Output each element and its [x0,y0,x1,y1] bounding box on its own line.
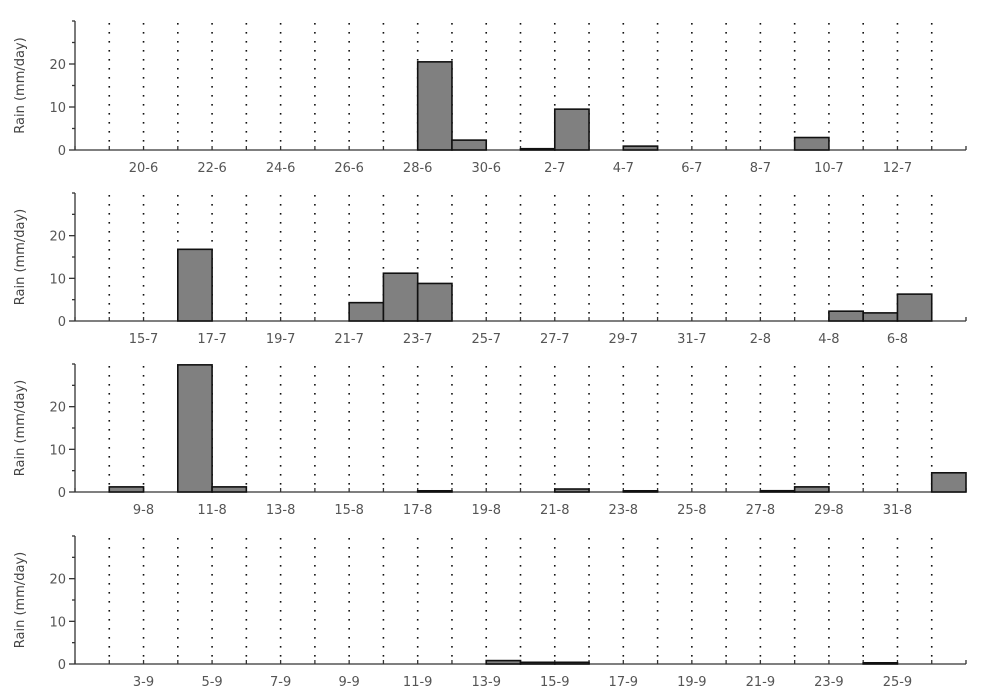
x-tick-label: 27-7 [540,332,570,347]
y-tick-label: 0 [58,658,66,673]
x-tick-label: 29-8 [814,503,844,518]
bar [555,489,589,492]
bar [383,273,417,321]
chart-panel-1: 0 10 20 Rain (mm/day) 20-6 22-6 24-6 26-6 28-6 30… [13,21,966,176]
bar [486,661,520,664]
x-tick-label: 19-9 [677,675,707,690]
x-tick-label: 25-8 [677,503,707,518]
x-tick-label: 17-9 [609,675,639,690]
x-tick-label: 25-9 [883,675,913,690]
bar [863,313,897,321]
x-tick-label: 13-9 [471,675,501,690]
x-tick-label: 28-6 [403,161,433,176]
y-tick-label: 20 [49,573,66,588]
bar [932,473,966,492]
x-tick-label: 6-8 [887,332,908,347]
bar [452,140,486,150]
x-tick-label: 15-8 [334,503,364,518]
x-tick-label: 4-8 [818,332,839,347]
y-tick-label: 20 [49,230,66,245]
y-tick-label: 20 [49,401,66,416]
x-tick-label: 17-8 [403,503,433,518]
y-tick-label: 0 [58,486,66,501]
y-tick-label: 0 [58,144,66,159]
x-tick-label: 24-6 [266,161,296,176]
x-tick-label: 30-6 [471,161,501,176]
x-tick-label: 25-7 [471,332,501,347]
x-tick-label: 12-7 [883,161,913,176]
x-tick-label: 4-7 [613,161,634,176]
y-axis-label: Rain (mm/day) [13,552,28,648]
x-tick-label: 9-8 [133,503,154,518]
x-tick-label: 31-8 [883,503,913,518]
x-tick-label: 11-8 [197,503,227,518]
x-tick-label: 5-9 [201,675,222,690]
y-axis-label: Rain (mm/day) [13,37,28,133]
x-tick-label: 31-7 [677,332,707,347]
x-tick-label: 21-7 [334,332,364,347]
x-tick-label: 17-7 [197,332,227,347]
bar [109,487,143,492]
bar [349,303,383,321]
bar [521,662,555,664]
y-axis-label: Rain (mm/day) [13,380,28,476]
y-tick-label: 10 [49,615,66,630]
chart-panel-3: 0 10 20 Rain (mm/day) 9-8 11-8 13-8 15-8 17-8 19-… [13,364,966,518]
bar [760,491,794,492]
bar [623,491,657,492]
y-tick-label: 20 [49,58,66,73]
bar [418,491,452,492]
x-tick-label: 9-9 [339,675,360,690]
x-tick-label: 13-8 [266,503,296,518]
bar [795,487,829,492]
bar [555,109,589,150]
x-tick-label: 3-9 [133,675,154,690]
x-tick-label: 6-7 [681,161,702,176]
x-tick-label: 2-7 [544,161,565,176]
x-tick-label: 15-7 [129,332,159,347]
grid [109,23,931,148]
x-tick-label: 11-9 [403,675,433,690]
chart-panel-2: 0 10 20 Rain (mm/day) 15-7 17-7 19-7 21-7 23-7 25… [13,193,966,347]
bar [829,311,863,321]
x-tick-label: 15-9 [540,675,570,690]
x-tick-label: 22-6 [197,161,227,176]
bar [897,294,931,321]
y-axis-label: Rain (mm/day) [13,209,28,305]
x-tick-label: 23-9 [814,675,844,690]
bar [418,62,452,150]
x-tick-label: 8-7 [750,161,771,176]
x-tick-label: 20-6 [129,161,159,176]
x-tick-label: 29-7 [609,332,639,347]
x-tick-label: 19-7 [266,332,296,347]
x-tick-label: 26-6 [334,161,364,176]
bar [178,365,212,492]
y-tick-label: 10 [49,443,66,458]
x-tick-label: 21-9 [746,675,776,690]
x-tick-label: 19-8 [471,503,501,518]
bar [623,146,657,150]
x-tick-label: 23-8 [609,503,639,518]
bar [521,149,555,150]
bar [863,663,897,664]
x-tick-label: 10-7 [814,161,844,176]
x-tick-label: 23-7 [403,332,433,347]
x-tick-label: 27-8 [746,503,776,518]
grid [109,366,931,490]
y-tick-label: 0 [58,315,66,330]
x-tick-label: 2-8 [750,332,771,347]
bar [212,487,246,492]
bar [418,283,452,321]
bar [555,662,589,664]
bar [795,138,829,150]
grid [109,195,931,319]
bar [178,249,212,321]
x-tick-label: 21-8 [540,503,570,518]
x-tick-label: 7-9 [270,675,291,690]
y-tick-label: 10 [49,101,66,116]
y-tick-label: 10 [49,272,66,287]
chart-panel-4: 0 10 20 Rain (mm/day) 3-9 5-9 7-9 9-9 11-9 13-9 15… [13,536,966,690]
grid [109,538,931,662]
